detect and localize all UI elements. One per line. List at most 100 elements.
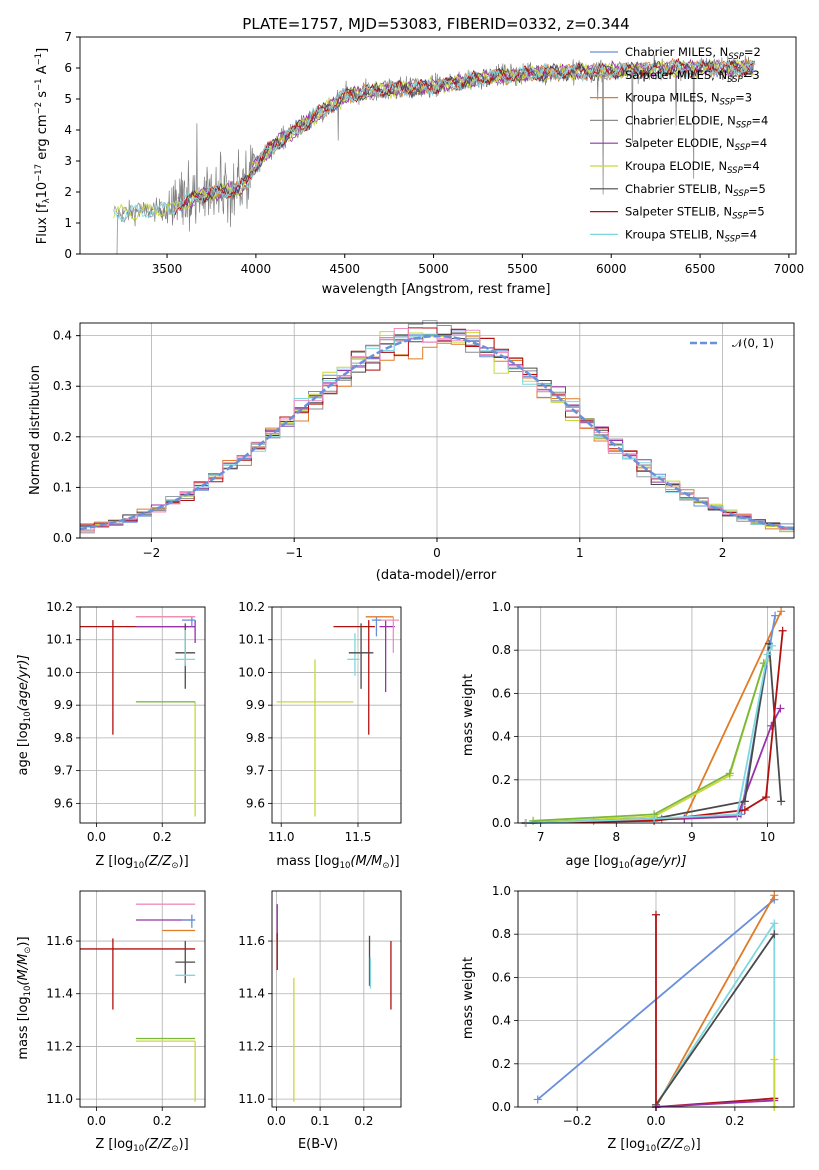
legend-entry: Chabrier ELODIE, NSSP=4 (625, 113, 768, 130)
spectrum-legend: Chabrier MILES, NSSP=2 Salpeter MILES, NS… (590, 45, 768, 244)
spectrum-ylabel: Flux [fλ10−17 erg cm−2 s−1 A−1] (34, 48, 52, 244)
y-tick-label: 3 (64, 154, 72, 168)
axes-frame (79, 890, 206, 1108)
model-spectrum-salpeter-stelib (173, 58, 754, 216)
y-tick-label: 0.6 (492, 970, 511, 984)
observed-spectrum (113, 54, 756, 254)
y-tick-label: 9.7 (54, 764, 73, 778)
mass-weight-marker (777, 797, 786, 806)
y-tick-label: 0.8 (492, 643, 511, 657)
normal-distribution-curve (79, 334, 795, 531)
mass-weight-line (525, 610, 782, 824)
age-mass-xlabel: mass [log10(M/M⊙)] (276, 854, 399, 871)
y-tick-label: 11.6 (238, 934, 265, 948)
model-spectrum-salpeter-miles (113, 58, 754, 224)
histogram-ylabel: Normed distribution (28, 365, 43, 495)
x-tick-label: 11.5 (345, 830, 372, 844)
mass-vs-EBV-panel: 0.0 0.1 0.2 11.0 11.2 11.4 11.6 (238, 890, 402, 1128)
x-tick-label: 8 (612, 830, 620, 844)
mass-weight-line (533, 662, 765, 822)
spectrum-panel: 3500 4000 4500 5000 5500 6000 6500 7000 0 1 2 3 4 5 6… (34, 30, 804, 297)
mass-Z-xlabel: Z [log10(Z/Z⊙)] (95, 1137, 188, 1154)
y-tick-label: 1 (64, 216, 72, 230)
mw-age-ylabel: mass weight (461, 674, 476, 756)
y-tick-label: 11.4 (46, 987, 73, 1001)
y-tick-label: 10.1 (46, 633, 73, 647)
y-tick-label: 9.8 (246, 731, 265, 745)
y-tick-label: 9.8 (54, 731, 73, 745)
x-tick-label: 0.0 (267, 1114, 286, 1128)
mass-weight-line (525, 645, 773, 824)
x-tick-label: 5500 (507, 262, 538, 276)
mw-age-xlabel: age [log10(age/yr)] (566, 854, 687, 871)
y-tick-label: 11.2 (238, 1039, 265, 1053)
age-vs-Z-panel: 0.0 0.2 9.6 9.7 9.8 9.9 10.0 10.1 10.2 (46, 600, 206, 844)
y-tick-label: 4 (64, 123, 72, 137)
x-tick-label: −1 (285, 546, 303, 560)
mass-weight-line (525, 708, 782, 824)
spectrum-frame (79, 36, 797, 255)
axes-frame (517, 606, 795, 824)
normal-legend-label: 𝒩(0, 1) (732, 336, 774, 350)
mass-weight-marker (776, 704, 785, 713)
y-tick-label: 11.2 (46, 1039, 73, 1053)
y-tick-label: 0.4 (53, 329, 72, 343)
spectrum-yticks: 0 1 2 3 4 5 6 7 (64, 30, 80, 261)
mw-Z-xlabel: Z [log10(Z/Z⊙)] (607, 1137, 700, 1154)
mass-weight-marker (770, 891, 779, 900)
mass-weight-line (525, 660, 768, 824)
x-tick-label: −0.2 (563, 1114, 592, 1128)
y-tick-label: 0.3 (53, 379, 72, 393)
y-tick-label: 0.4 (492, 1014, 511, 1028)
age-Z-xlabel: Z [log10(Z/Z⊙)] (95, 854, 188, 871)
y-tick-label: 6 (64, 61, 72, 75)
x-tick-label: 6000 (596, 262, 627, 276)
x-tick-label: 0.0 (87, 1114, 106, 1128)
x-tick-label: 4500 (329, 262, 360, 276)
y-tick-label: 1.0 (492, 600, 511, 614)
x-tick-label: 2 (719, 546, 727, 560)
x-tick-label: −2 (143, 546, 161, 560)
mass-weight-marker (777, 607, 786, 616)
y-tick-label: 0.2 (53, 430, 72, 444)
mass-EBV-xlabel: E(B-V) (298, 1137, 338, 1152)
x-tick-label: 4000 (241, 262, 272, 276)
y-tick-label: 11.0 (238, 1092, 265, 1106)
legend-entry: Chabrier MILES, NSSP=2 (625, 45, 761, 62)
y-tick-label: 11.6 (46, 934, 73, 948)
y-tick-label: 0.4 (492, 730, 511, 744)
age-vs-mass-panel: 11.0 11.5 9.6 9.7 9.8 9.9 10.0 10.1 10.2 (238, 600, 402, 844)
y-tick-label: 9.9 (246, 698, 265, 712)
histogram-legend: 𝒩(0, 1) (690, 336, 774, 350)
y-tick-label: 0.6 (492, 686, 511, 700)
histogram-xticks: −2 −1 0 1 2 (143, 538, 727, 560)
mass-weight-marker (778, 626, 787, 635)
y-tick-label: 0.2 (492, 1057, 511, 1071)
spectrum-lines (113, 54, 756, 254)
model-spectrum-kroupa-stelib (113, 59, 754, 223)
x-tick-label: 7000 (774, 262, 805, 276)
mass-Z-ylabel: mass [log10(M/M⊙)] (16, 936, 33, 1059)
y-tick-label: 11.0 (46, 1092, 73, 1106)
mass-weight-marker (652, 910, 660, 919)
y-tick-label: 10.0 (46, 665, 73, 679)
y-tick-label: 10.2 (46, 600, 73, 614)
y-tick-label: 0.0 (492, 816, 511, 830)
axes-frame (271, 890, 402, 1108)
y-tick-label: 0.0 (492, 1100, 511, 1114)
x-tick-label: 0.2 (153, 1114, 172, 1128)
x-tick-label: 7 (537, 830, 545, 844)
y-tick-label: 2 (64, 185, 72, 199)
mass-vs-Z-panel: 0.0 0.2 11.0 11.2 11.4 11.6 (46, 890, 206, 1128)
y-tick-label: 10.1 (238, 633, 265, 647)
axes-frame (79, 606, 206, 824)
y-tick-label: 10.2 (238, 600, 265, 614)
legend-entry: Kroupa STELIB, NSSP=4 (625, 227, 757, 244)
mass-weight-vs-age-panel: 7 8 9 10 0.0 0.2 0.4 0.6 0.8 1.0 (492, 600, 795, 844)
legend-entry: Chabrier STELIB, NSSP=5 (625, 182, 766, 199)
y-tick-label: 11.4 (238, 987, 265, 1001)
x-tick-label: 3500 (152, 262, 183, 276)
histogram-series (80, 328, 794, 533)
legend-entry: Kroupa MILES, NSSP=3 (625, 91, 752, 108)
